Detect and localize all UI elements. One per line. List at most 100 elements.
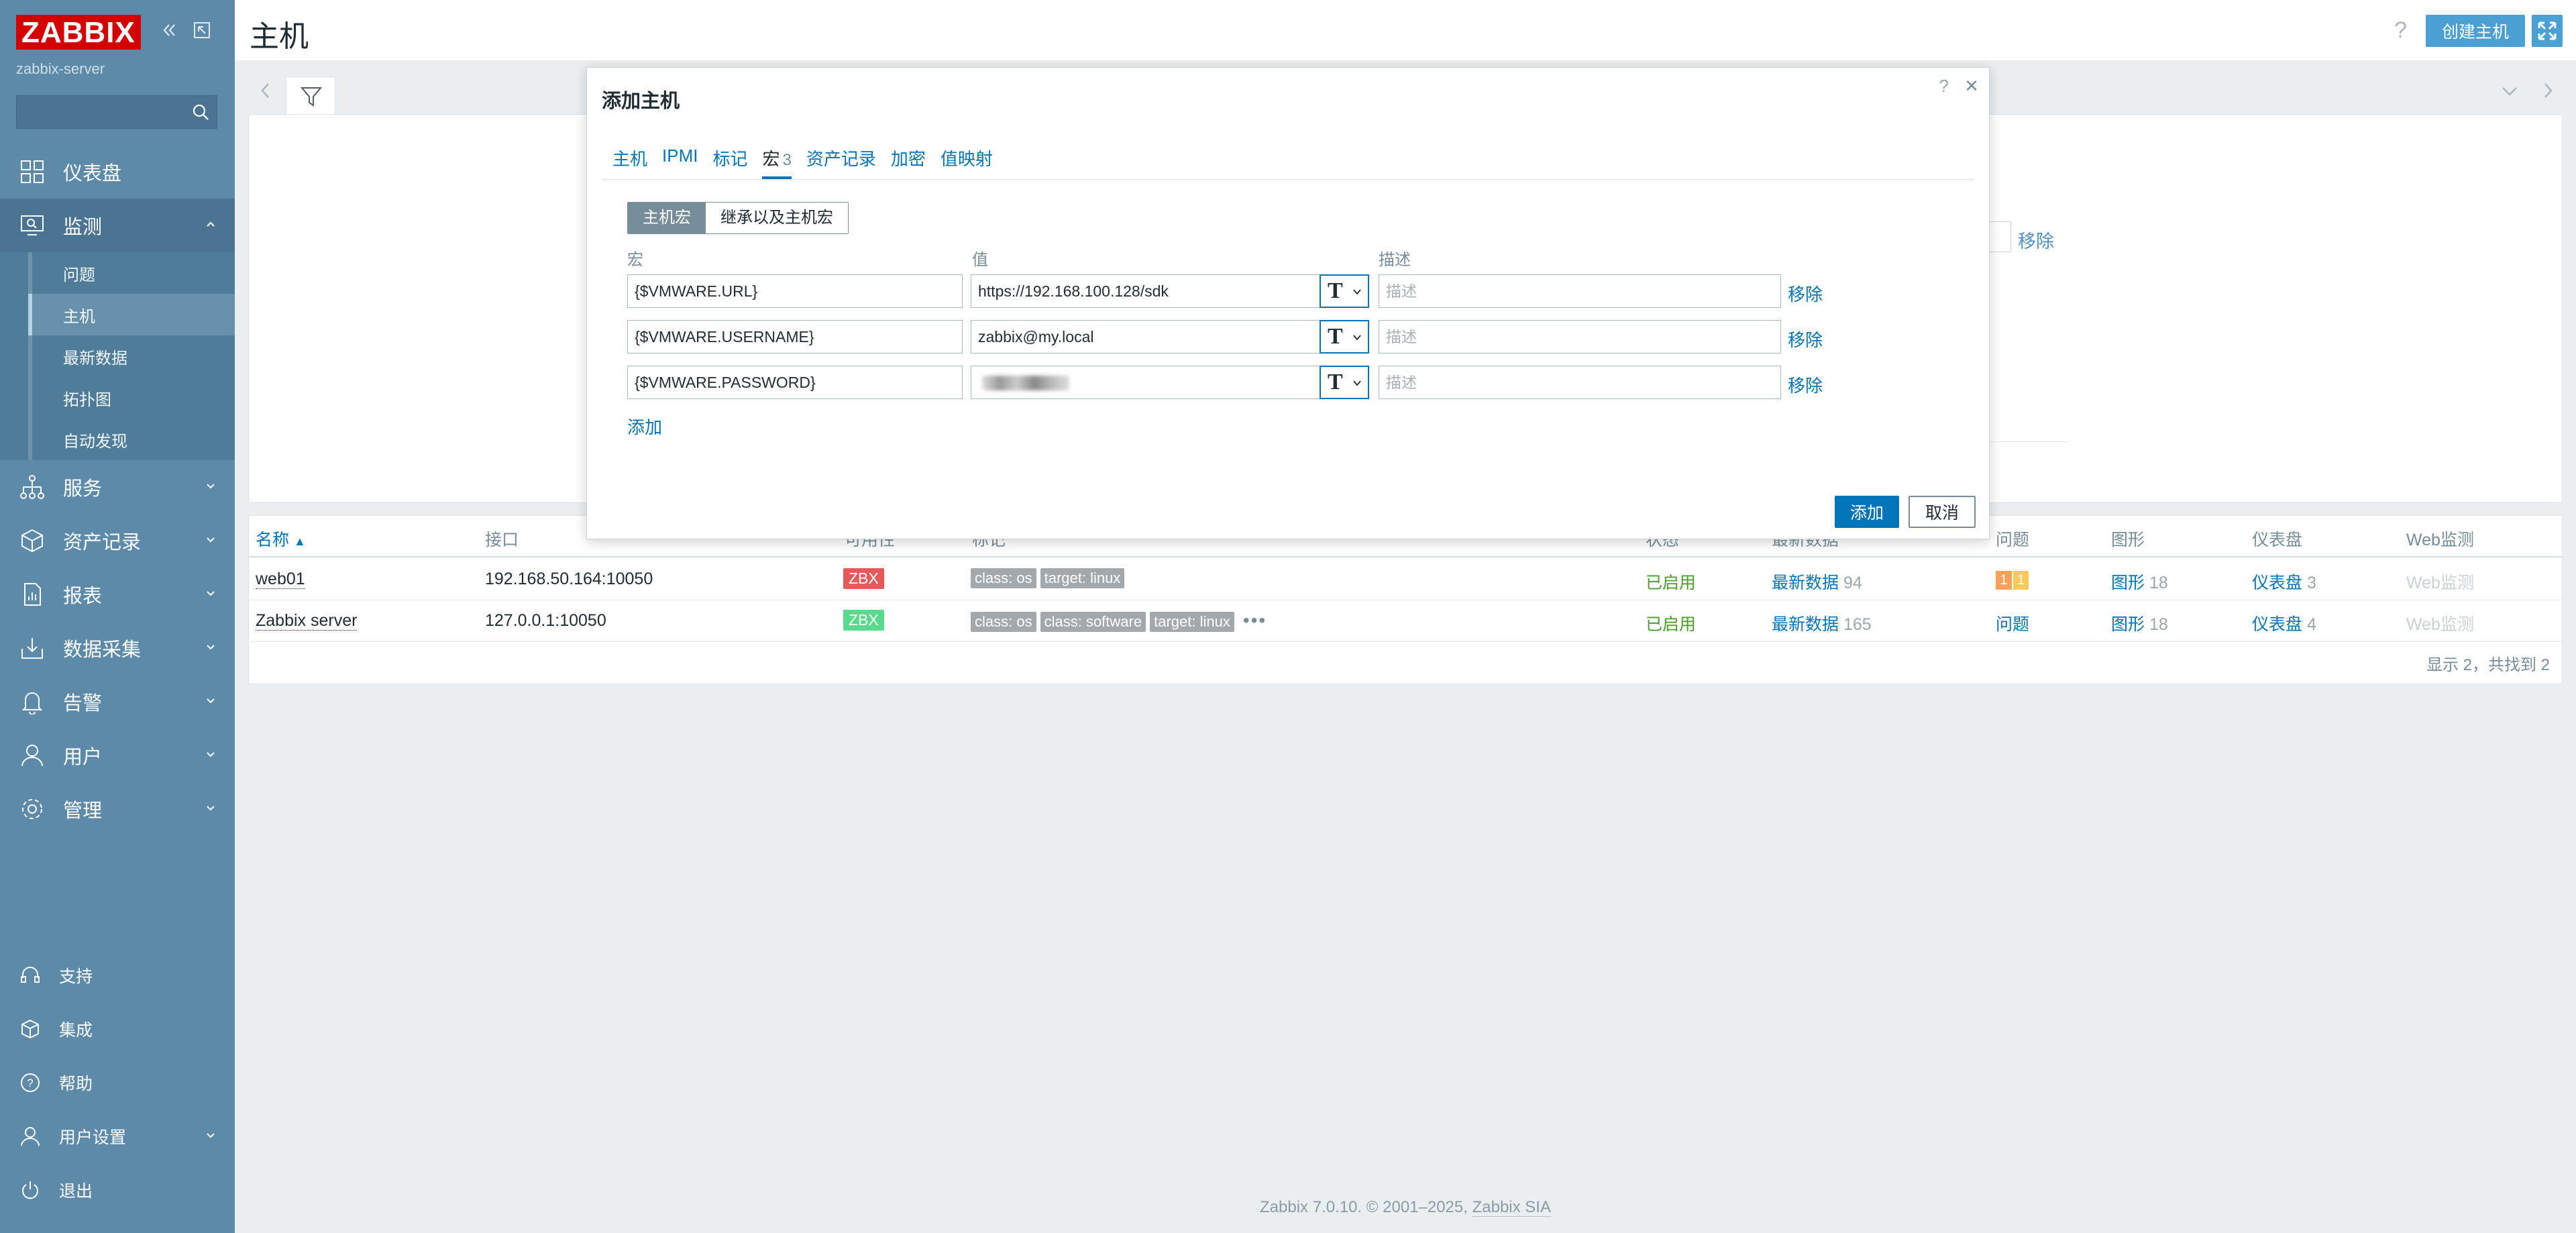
macro-name-input[interactable]: {$VMWARE.USERNAME} xyxy=(627,320,963,354)
remove-macro-link[interactable]: 移除 xyxy=(1788,330,1823,350)
data-collection-icon xyxy=(19,635,46,661)
collapse-sidebar-icon[interactable] xyxy=(158,20,178,40)
remove-macro-link[interactable]: 移除 xyxy=(1788,284,1823,305)
nav-sign-out[interactable]: 退出 xyxy=(0,1163,235,1217)
tag-badge[interactable]: target: linux xyxy=(1040,568,1125,588)
tag-badge[interactable]: class: software xyxy=(1040,612,1146,632)
filter-tab[interactable] xyxy=(286,76,335,115)
nav-integrations[interactable]: 集成 xyxy=(0,1002,235,1056)
host-macros-option[interactable]: 主机宏 xyxy=(628,203,706,233)
chevron-down-icon xyxy=(1353,289,1361,295)
macro-type-dropdown[interactable]: T xyxy=(1320,274,1369,308)
filter-remove-link[interactable]: 移除 xyxy=(2018,231,2054,252)
divider xyxy=(1986,441,2068,442)
macro-type-dropdown[interactable]: T xyxy=(1320,366,1369,399)
column-name[interactable]: 名称 ▲ xyxy=(256,531,306,549)
chevron-down-icon[interactable] xyxy=(2500,83,2520,99)
tag-badge[interactable]: target: linux xyxy=(1150,612,1234,632)
subnav-latest-data[interactable]: 最新数据 xyxy=(28,335,235,377)
main-nav: 仪表盘 监测 问题 主机 最新数据 拓扑图 自动发现 服务 资产记录 报表 xyxy=(0,145,235,836)
nav-user-settings[interactable]: 用户设置 xyxy=(0,1110,235,1163)
tab-ipmi[interactable]: IPMI xyxy=(662,146,698,166)
macro-type-dropdown[interactable]: T xyxy=(1320,320,1369,354)
macro-description-input[interactable]: 描述 xyxy=(1379,274,1781,308)
graphs-link[interactable]: 图形 xyxy=(2111,574,2145,592)
help-icon[interactable]: ? xyxy=(2394,17,2407,43)
more-tags-icon[interactable]: ••• xyxy=(1242,610,1267,631)
macro-value-input[interactable]: zabbix@my.local xyxy=(971,320,1321,354)
dialog-help-icon[interactable]: ? xyxy=(1939,76,1949,96)
problem-severity-badge[interactable]: 1 xyxy=(2012,571,2029,590)
tag-badge[interactable]: class: os xyxy=(971,568,1036,588)
macro-value-input[interactable]: https://192.168.100.128/sdk xyxy=(971,274,1321,308)
nav-data-collection[interactable]: 数据采集 xyxy=(0,621,235,675)
cancel-button[interactable]: 取消 xyxy=(1909,496,1976,528)
problems-link[interactable]: 问题 xyxy=(1996,615,2030,634)
latest-data-link[interactable]: 最新数据 xyxy=(1772,574,1839,592)
status-link[interactable]: 已启用 xyxy=(1646,615,1697,634)
chevron-right-icon[interactable] xyxy=(2540,81,2556,101)
dashboards-link[interactable]: 仪表盘 xyxy=(2252,574,2303,592)
dialog-title: 添加主机 xyxy=(602,91,680,112)
tab-tags[interactable]: 标记 xyxy=(712,149,748,169)
latest-data-link[interactable]: 最新数据 xyxy=(1772,615,1839,634)
nav-services[interactable]: 服务 xyxy=(0,460,235,514)
nav-support[interactable]: 支持 xyxy=(0,949,235,1002)
tab-value-mapping[interactable]: 值映射 xyxy=(940,149,993,169)
create-host-button[interactable]: 创建主机 xyxy=(2426,15,2525,47)
macro-column-label: 宏 xyxy=(627,251,643,269)
nav-monitoring[interactable]: 监测 xyxy=(0,199,235,252)
problem-severity-badge[interactable]: 1 xyxy=(1996,571,2012,590)
macro-value-input[interactable] xyxy=(971,366,1321,399)
monitoring-icon xyxy=(19,212,46,239)
tab-inventory[interactable]: 资产记录 xyxy=(806,149,876,169)
zbx-availability-badge[interactable]: ZBX xyxy=(843,610,884,631)
nav-help[interactable]: ? 帮助 xyxy=(0,1056,235,1110)
graphs-link[interactable]: 图形 xyxy=(2111,615,2145,634)
subnav-discovery[interactable]: 自动发现 xyxy=(28,419,235,460)
autohide-sidebar-icon[interactable] xyxy=(192,20,212,40)
tab-encryption[interactable]: 加密 xyxy=(890,149,926,169)
remove-macro-link[interactable]: 移除 xyxy=(1788,376,1823,396)
host-interface: 127.0.0.1:10050 xyxy=(485,611,606,630)
hosts-table: 名称 ▲ 接口 可用性 标记 状态 最新数据 问题 图形 仪表盘 Web监测 w… xyxy=(248,515,2563,684)
nav-administration[interactable]: 管理 xyxy=(0,782,235,836)
text-type-icon: T xyxy=(1328,324,1343,349)
filter-icon xyxy=(300,87,323,107)
subnav-problems[interactable]: 问题 xyxy=(28,252,235,294)
add-button[interactable]: 添加 xyxy=(1835,496,1899,528)
inherited-macros-option[interactable]: 继承以及主机宏 xyxy=(706,203,848,233)
search-icon[interactable] xyxy=(191,103,210,121)
status-link[interactable]: 已启用 xyxy=(1646,574,1697,592)
monitoring-submenu: 问题 主机 最新数据 拓扑图 自动发现 xyxy=(0,252,235,460)
host-name-link[interactable]: Zabbix server xyxy=(256,611,358,631)
add-macro-link[interactable]: 添加 xyxy=(627,417,663,437)
subnav-maps[interactable]: 拓扑图 xyxy=(28,377,235,419)
filter-tag-input[interactable] xyxy=(1987,221,2011,252)
nav-dashboards[interactable]: 仪表盘 xyxy=(0,145,235,199)
tag-badge[interactable]: class: os xyxy=(971,612,1036,632)
tab-host[interactable]: 主机 xyxy=(612,149,648,169)
headset-icon xyxy=(19,964,42,987)
zabbix-logo[interactable]: ZABBIX xyxy=(16,15,141,50)
close-icon[interactable]: × xyxy=(1965,73,1978,99)
nav-label: 服务 xyxy=(63,478,103,500)
nav-label: 数据采集 xyxy=(63,639,142,661)
macro-description-input[interactable]: 描述 xyxy=(1379,320,1781,354)
nav-reports[interactable]: 报表 xyxy=(0,568,235,621)
chevron-left-icon[interactable] xyxy=(258,81,274,101)
host-name-link[interactable]: web01 xyxy=(256,570,305,589)
dashboards-link[interactable]: 仪表盘 xyxy=(2252,615,2303,634)
subnav-hosts[interactable]: 主机 xyxy=(28,294,235,335)
macro-description-input[interactable]: 描述 xyxy=(1379,366,1781,399)
macro-name-input[interactable]: {$VMWARE.URL} xyxy=(627,274,963,308)
macro-name-input[interactable]: {$VMWARE.PASSWORD} xyxy=(627,366,963,399)
nav-inventory[interactable]: 资产记录 xyxy=(0,514,235,568)
nav-users[interactable]: 用户 xyxy=(0,729,235,782)
sidebar-search-input[interactable] xyxy=(16,95,217,129)
fullscreen-button[interactable] xyxy=(2532,15,2563,47)
footer-company-link[interactable]: Zabbix SIA xyxy=(1472,1198,1551,1217)
zbx-availability-badge[interactable]: ZBX xyxy=(843,568,884,589)
nav-alerts[interactable]: 告警 xyxy=(0,675,235,729)
